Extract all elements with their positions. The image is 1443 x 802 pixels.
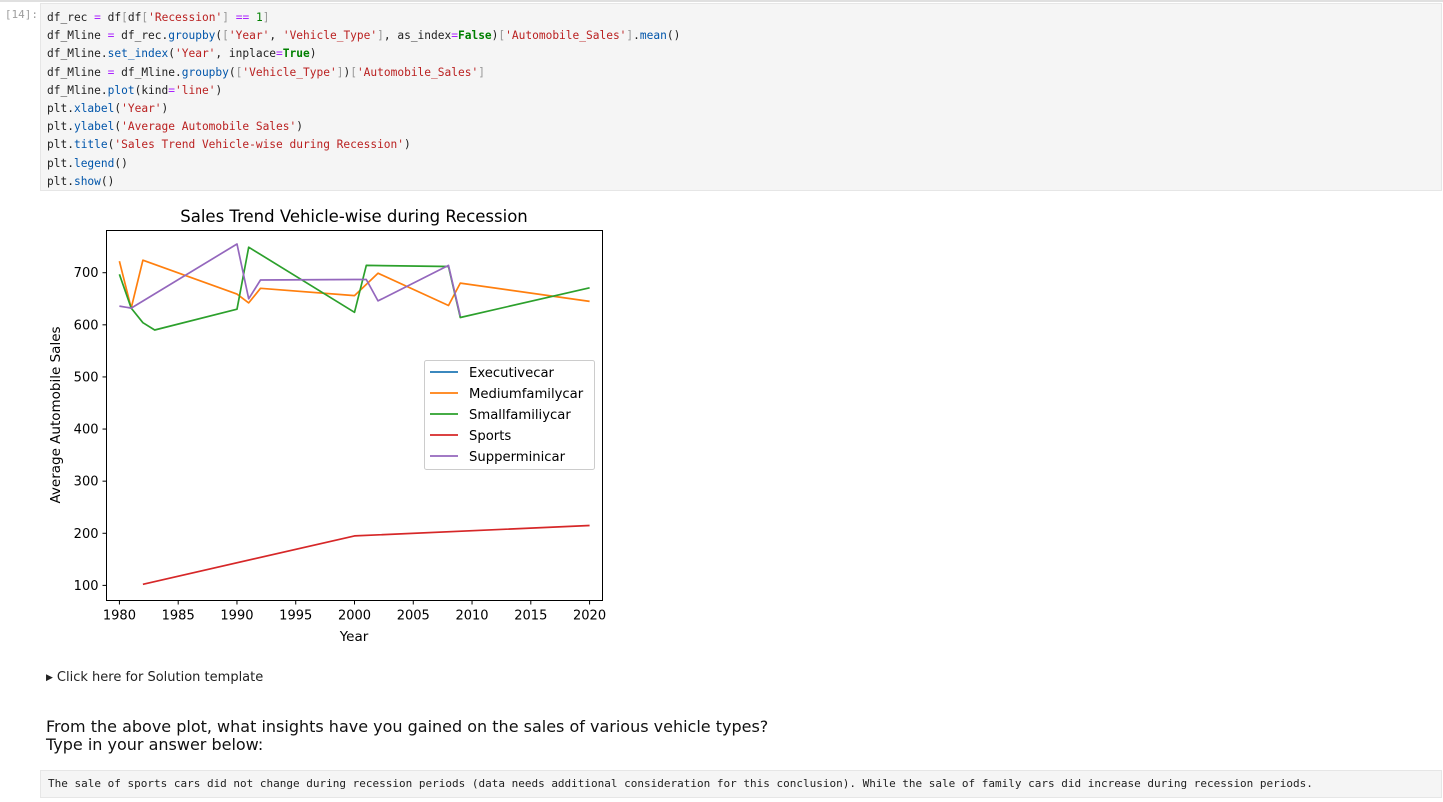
x-tick-label: 1985 [162,609,195,624]
x-tick-label: 2005 [397,609,430,624]
code-line: plt.legend() [47,156,128,170]
series-layer [118,243,590,586]
code-line: df_Mline.set_index('Year', inplace=True) [47,47,317,61]
code-line: df_rec = df[df['Recession'] == 1] [47,11,270,24]
y-tick-label: 100 [74,579,99,594]
details-label: Click here for Solution template [56,670,264,685]
y-tick-label: 500 [74,370,99,385]
legend-label: Supperminicar [469,450,566,465]
cell-prompt: [14]: [4,8,38,21]
question-line: Type in your answer below: [46,735,264,754]
code-editor[interactable]: df_rec = df[df['Recession'] == 1] df_Mli… [41,4,1441,191]
question-line: From the above plot, what insights have … [46,717,769,736]
x-axis-label: Year [339,629,369,645]
chart-title: Sales Trend Vehicle-wise during Recessio… [180,207,528,226]
y-tick-label: 700 [74,266,99,281]
code-line: df_Mline = df_rec.groupby(['Year', 'Vehi… [47,29,681,43]
x-tick-label: 2015 [514,609,547,624]
legend: Executivecar Mediumfamilycar Smallfamiliyc… [424,360,595,470]
line-chart: Sales Trend Vehicle-wise during Recessio… [48,207,606,645]
disclosure-triangle-icon: ▶ [46,673,53,683]
code-line: plt.title('Sales Trend Vehicle-wise duri… [47,138,411,152]
legend-label: Mediumfamilycar [469,387,584,402]
solution-details-toggle[interactable]: ▶ Click here for Solution template [46,670,263,685]
ticks-layer: 1980 1985 1990 1995 2000 2005 2010 2015 2020 100 2… [74,266,606,623]
y-tick-label: 600 [74,318,99,333]
y-tick-label: 400 [74,423,99,438]
legend-box [424,360,595,470]
x-tick-label: 2010 [455,609,488,624]
legend-label: Executivecar [469,366,555,381]
legend-label: Smallfamiliycar [469,408,571,423]
x-tick-label: 1995 [279,609,312,624]
x-tick-label: 1990 [220,609,253,624]
y-tick-label: 200 [74,527,99,542]
x-tick-label: 2020 [573,609,606,624]
top-border [0,0,1443,2]
x-tick-label: 1980 [103,609,136,624]
code-line: plt.xlabel('Year') [47,102,169,116]
series-line-supperminicar [119,243,462,317]
code-line: df_Mline.plot(kind='line') [47,83,223,97]
code-line: plt.ylabel('Average Automobile Sales') [47,120,303,134]
code-cell[interactable]: df_rec = df[df['Recession'] == 1] df_Mli… [40,3,1442,191]
x-tick-label: 2000 [338,609,371,624]
y-tick-label: 300 [74,475,99,490]
code-line: plt.show() [47,174,115,188]
code-line: df_Mline = df_Mline.groupby(['Vehicle_Ty… [47,65,485,79]
answer-cell[interactable]: The sale of sports cars did not change d… [40,770,1442,798]
series-line-sports [142,524,590,586]
y-axis-label: Average Automobile Sales [48,326,64,503]
question-text: From the above plot, what insights have … [46,718,768,754]
legend-label: Sports [469,429,511,444]
series-line-mediumfamilycar [118,259,590,309]
